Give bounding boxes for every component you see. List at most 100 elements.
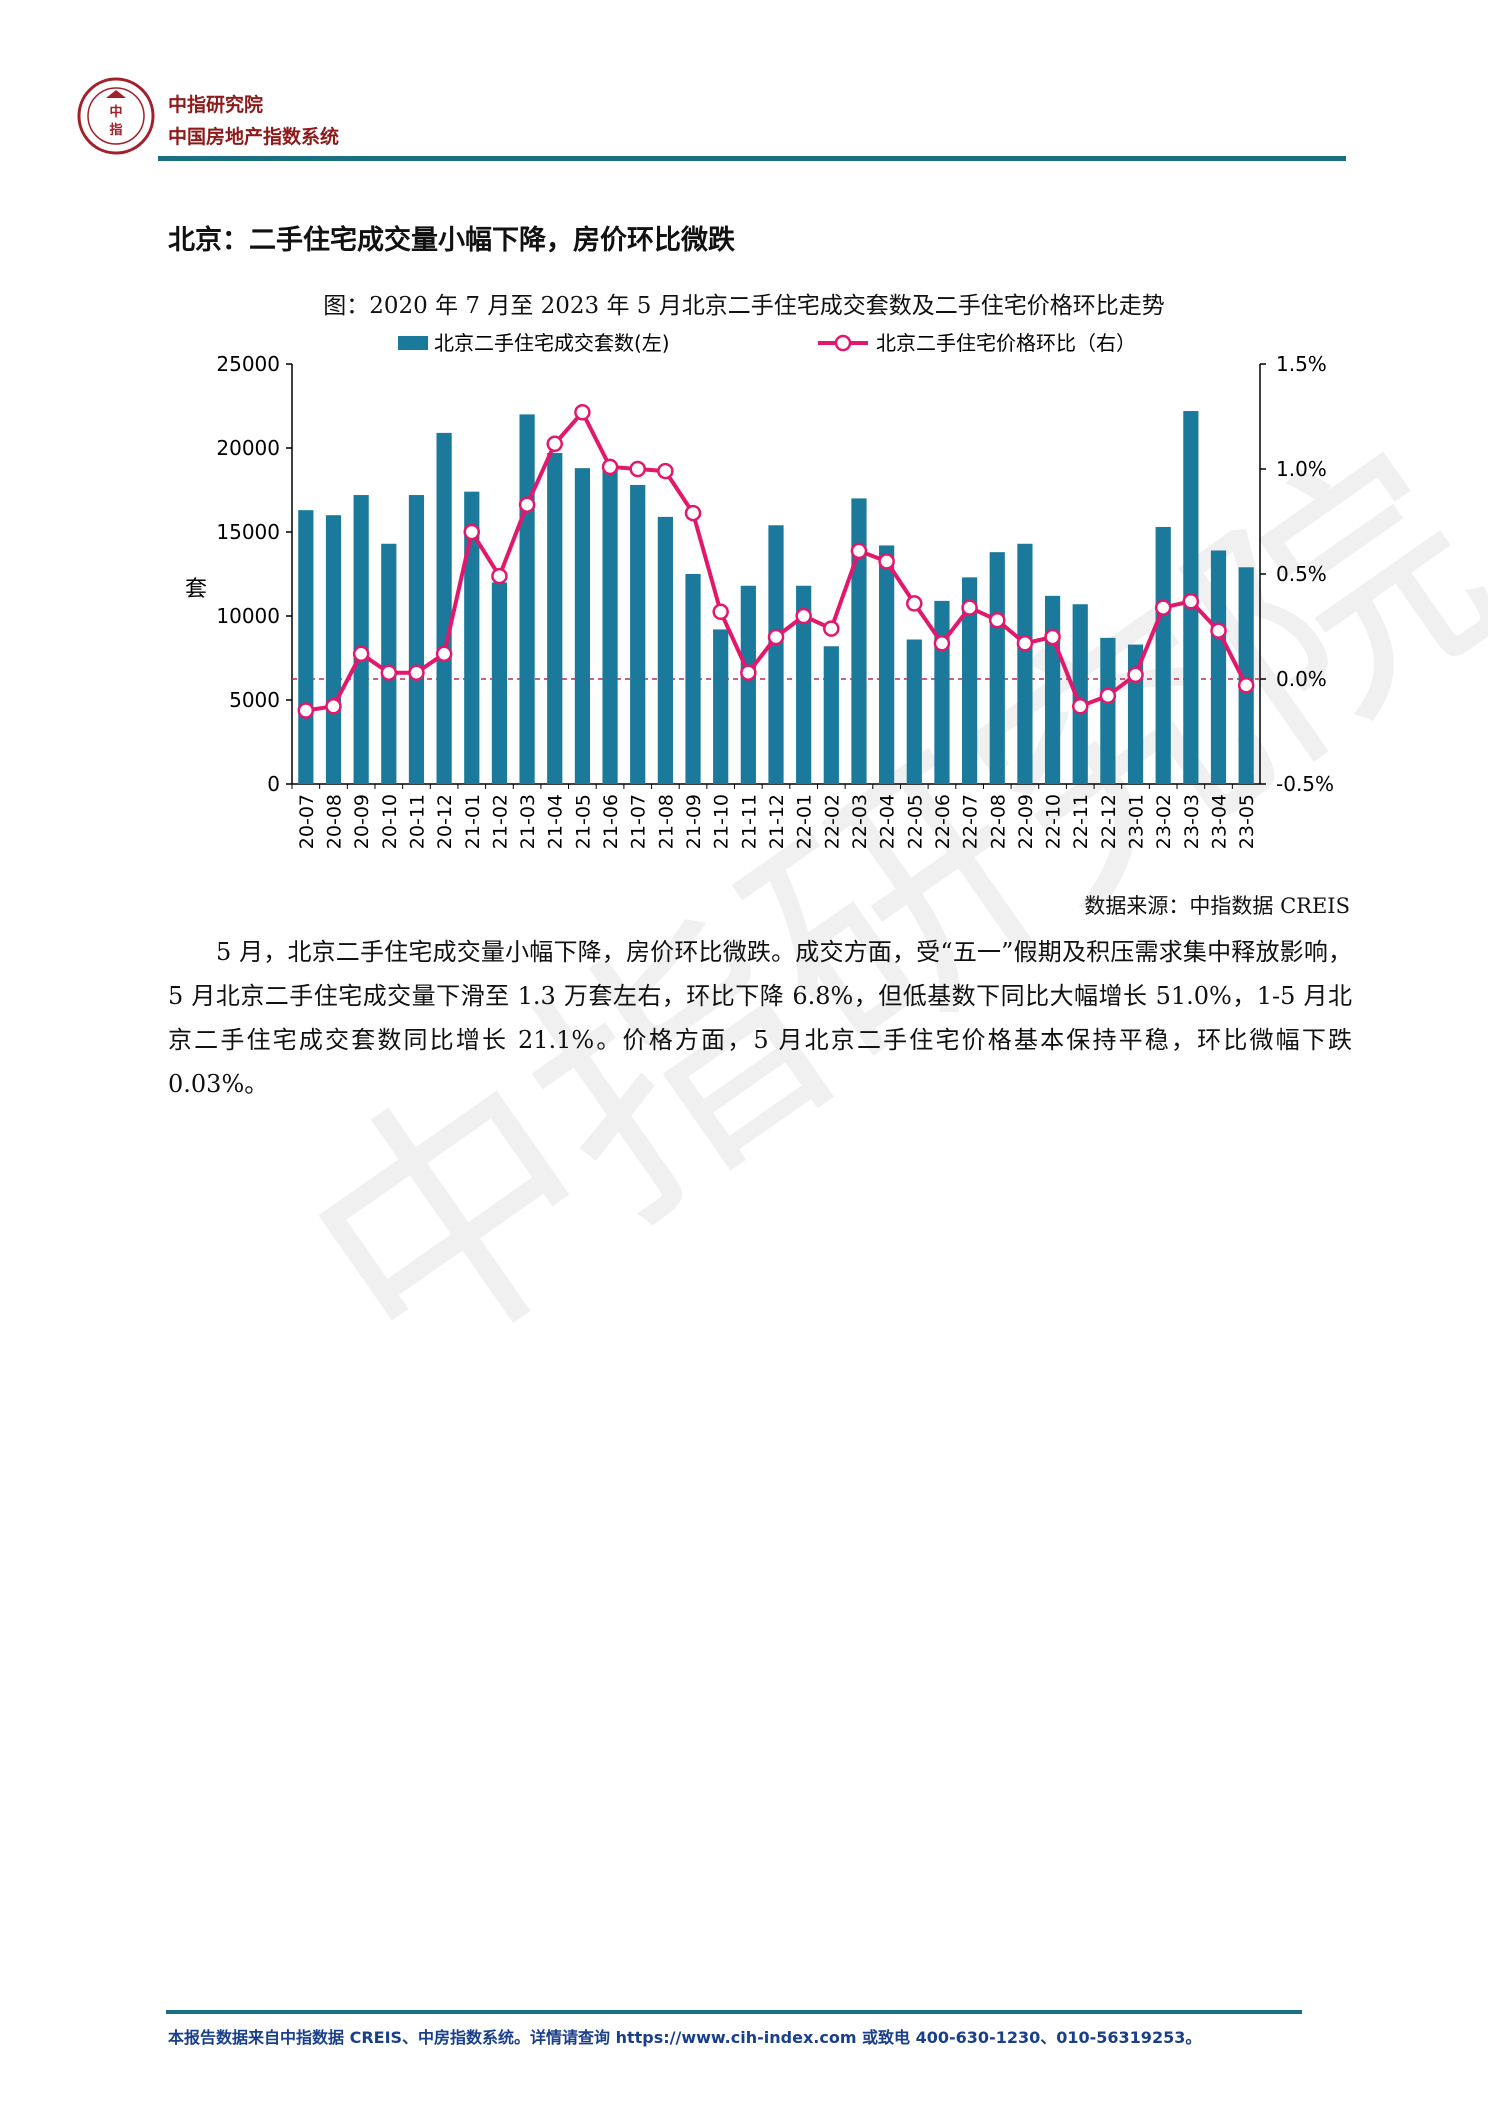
x-tick-label: 22-08 [987,794,1009,849]
bar [630,484,646,784]
chart: 0 5000 10000 15000 20000 25000 -0.5% 0.0% 0.5% 1.… [185,331,1334,849]
line-point [463,523,481,541]
line-point [712,603,729,621]
x-tick-label: 23-05 [1236,794,1258,849]
x-tick-label: 21-12 [766,794,788,849]
bar [1238,567,1254,784]
left-tick-label: 10000 [216,604,280,628]
bar [436,432,452,784]
x-tick-label: 21-10 [711,794,733,849]
line-point [657,462,674,480]
bar [547,453,563,784]
x-tick-label: 23-03 [1181,794,1203,849]
bar [685,574,701,784]
x-tick-label: 21-09 [683,794,705,849]
bar [713,629,729,784]
body-paragraph: 5 月，北京二手住宅成交量小幅下降，房价环比微跌。成交方面，受“五一”假期及积压… [168,930,1352,1106]
x-tick-label: 20-12 [434,794,456,849]
bar [519,414,535,784]
line-point [491,567,508,585]
x-tick-label: 22-01 [794,794,816,849]
line-point [767,628,785,646]
bar [851,498,867,784]
bar [961,577,978,784]
chart-title: 图：2020 年 7 月至 2023 年 5 月北京二手住宅成交套数及二手住宅价… [323,293,1165,319]
x-tick-label: 21-03 [517,794,539,849]
logo-top-text: 中 [109,104,122,120]
data-source: 数据来源：中指数据 CREIS [1084,894,1350,918]
left-tick-label: 15000 [216,520,280,544]
line-point [1071,698,1089,715]
x-tick-label: 21-08 [655,794,677,849]
bar [879,545,895,784]
x-tick-label: 23-01 [1126,794,1148,849]
x-tick-label: 21-01 [462,794,484,849]
bar [906,639,922,784]
line-point [878,553,895,570]
right-tick-label: 1.0% [1276,457,1327,481]
line-point [546,435,563,453]
line-point [1016,635,1034,652]
x-tick-label: 23-04 [1209,794,1231,849]
x-tick-label: 23-02 [1153,794,1175,849]
x-tick-label: 22-05 [904,794,926,849]
line-point [906,595,923,612]
bar [1210,550,1227,784]
line-point [1044,628,1061,646]
left-tick-label: 20000 [216,436,280,460]
bar [796,585,812,784]
line-point [1182,593,1200,610]
bar [657,516,673,784]
footer-text: 本报告数据来自中指数据 CREIS、中房指数系统。详情请查询 https://w… [168,2028,1202,2047]
line-point [684,504,702,522]
bar [408,495,425,784]
x-tick-label: 20-07 [296,794,318,849]
bar [491,582,508,784]
line-point [823,620,840,637]
x-tick-label: 22-03 [849,794,871,849]
right-tick-label: -0.5% [1276,772,1334,796]
left-tick-label: 0 [267,772,280,796]
x-tick-label: 21-06 [600,794,622,849]
x-tick-label: 22-11 [1070,794,1092,849]
bar [768,525,784,784]
bar [740,585,756,784]
line-point [961,599,978,616]
right-tick-label: 0.5% [1276,562,1327,586]
bar [325,515,342,784]
line-point [297,702,315,719]
x-tick-label: 21-02 [489,794,511,849]
legend-bar-label: 北京二手住宅成交套数(左) [434,331,670,355]
line-point [795,607,812,625]
line-point [989,611,1006,629]
x-tick-label: 21-07 [628,794,650,849]
bar [989,552,1005,784]
x-tick-label: 20-10 [379,794,401,849]
bar [381,543,397,784]
line-point [1237,677,1255,694]
y-axis-label: 套 [185,577,207,602]
logo-icon: 中 指 [77,77,155,155]
bar [1017,543,1033,784]
x-tick-label: 22-02 [821,794,843,849]
logo-bottom-text: 指 [109,122,122,138]
legend-bar-swatch [398,336,428,350]
bar [353,495,369,784]
bar [1044,595,1061,784]
line-point [740,664,757,681]
legend-line-marker [834,334,852,352]
bar [602,469,618,784]
right-tick-label: 0.0% [1276,667,1327,691]
line-point [1210,622,1227,639]
x-tick-label: 20-08 [323,794,345,849]
bar [464,491,480,784]
x-tick-label: 22-09 [1015,794,1037,849]
bar [1072,604,1088,784]
org-name: 中指研究院 [168,94,264,116]
footer-divider [166,2010,1302,2014]
x-tick-label: 22-10 [1043,794,1065,849]
left-tick-label: 5000 [229,688,280,712]
right-tick-label: 1.5% [1276,352,1327,376]
line-point [629,460,646,478]
line-point [1127,666,1144,684]
